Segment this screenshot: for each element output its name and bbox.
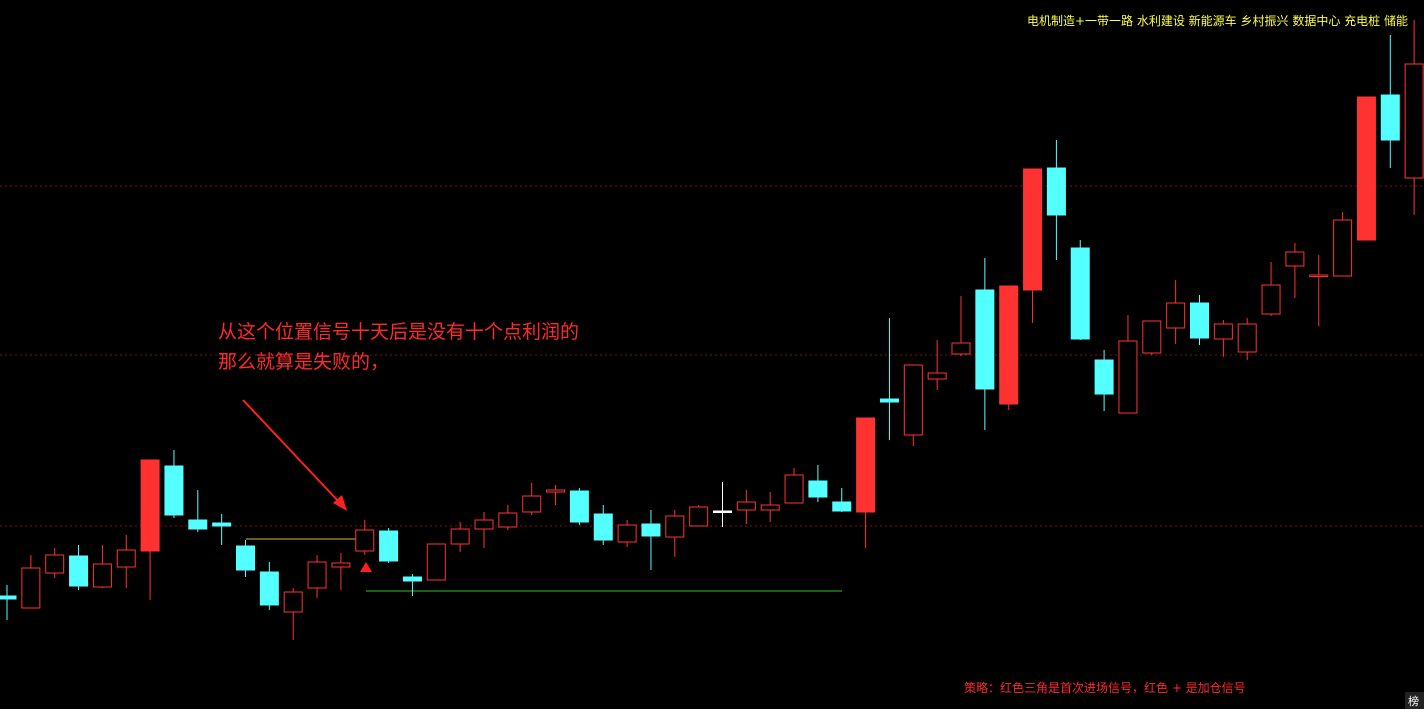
candle-body <box>760 504 780 511</box>
candle-body <box>379 530 399 562</box>
entry-triangle <box>360 562 372 572</box>
arrow-head <box>333 495 347 511</box>
candle-body <box>116 549 136 568</box>
candle-body <box>1166 302 1186 329</box>
candle-body <box>1118 340 1138 414</box>
candle-body <box>784 474 804 504</box>
candle-body <box>450 528 470 545</box>
candle-body <box>164 465 184 516</box>
candle-body <box>0 595 17 600</box>
candle-body <box>999 285 1019 405</box>
badge-box <box>1405 692 1424 709</box>
candle-body <box>522 495 542 513</box>
candle-body <box>1070 247 1090 340</box>
candle-body <box>975 289 995 390</box>
candle-body <box>1190 302 1209 339</box>
candle-body <box>188 519 208 530</box>
candle-body <box>69 555 89 587</box>
candle-body <box>1333 219 1353 277</box>
candle-body <box>1356 96 1376 241</box>
candle-body <box>1213 323 1233 340</box>
candle-body <box>1261 284 1281 315</box>
candle-body <box>832 501 852 512</box>
candle-body <box>689 506 709 527</box>
arrow <box>242 399 341 504</box>
candle-body <box>259 571 279 606</box>
candle-body <box>713 510 732 513</box>
candle-body <box>617 524 637 543</box>
candle-body <box>1404 63 1424 179</box>
candle-body <box>212 522 232 527</box>
candle-body <box>903 364 923 436</box>
candle-body <box>498 512 518 528</box>
candle-body <box>736 501 756 511</box>
candle-body <box>283 591 303 613</box>
candles <box>0 20 1424 640</box>
candle-body <box>45 554 65 574</box>
candle-body <box>1237 323 1257 353</box>
candle-body <box>1046 167 1066 216</box>
candle-body <box>951 342 971 355</box>
candle-body <box>474 519 494 530</box>
candle-body <box>140 459 160 552</box>
candle-body <box>1023 168 1043 291</box>
candle-body <box>569 490 589 523</box>
sector-tags: 电机制造+一带一路 水利建设 新能源车 乡村振兴 数据中心 充电桩 储能 <box>1027 13 1408 28</box>
candle-body <box>879 398 899 403</box>
annotation-line: 从这个位置信号十天后是没有十个点利润的 <box>218 321 579 343</box>
badge: 榜 <box>1408 694 1419 708</box>
candle-body <box>331 562 351 568</box>
candle-body <box>856 417 876 513</box>
candle-body <box>1285 251 1305 267</box>
candle-body <box>21 567 41 609</box>
candle-body <box>355 529 375 552</box>
candle-body <box>1142 320 1162 354</box>
strategy-note: 策略：红色三角是首次进场信号，红色 + 是加仓信号 <box>964 680 1246 695</box>
candle-body <box>546 489 566 493</box>
candle-body <box>236 545 255 571</box>
candle-body <box>402 576 422 582</box>
candle-body <box>307 561 327 589</box>
grid <box>0 185 1424 527</box>
annotation-line: 那么就算是失败的， <box>218 351 389 373</box>
candle-body <box>426 543 446 581</box>
levels <box>246 538 842 592</box>
candle-body <box>927 372 947 380</box>
candle-body <box>1380 94 1400 141</box>
candle-body <box>593 513 613 541</box>
candle-body <box>665 515 685 538</box>
candle-body <box>641 523 661 537</box>
candle-body <box>92 563 112 588</box>
candle-body <box>1309 274 1329 277</box>
candle-body <box>1094 359 1114 395</box>
candle-body <box>808 480 828 498</box>
